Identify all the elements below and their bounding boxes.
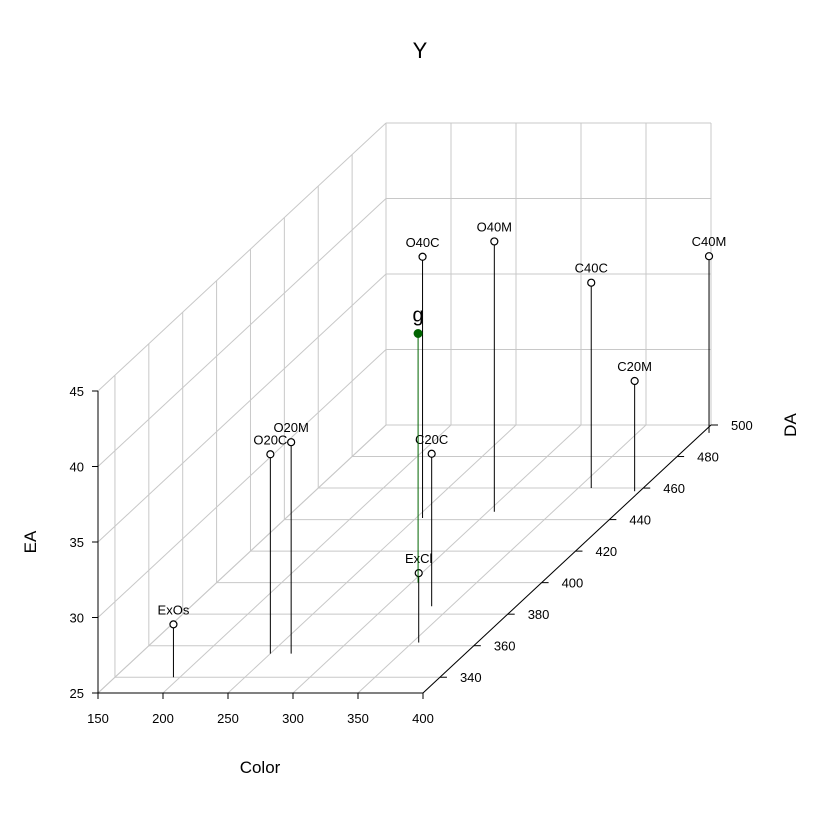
y-tick-label: 480 <box>697 450 719 465</box>
data-point <box>490 237 499 246</box>
y-tick-label: 460 <box>663 481 685 496</box>
chart-title: Y <box>413 38 428 63</box>
point-label: g <box>413 304 424 326</box>
point-label: C20C <box>415 432 448 447</box>
y-tick-label: 400 <box>562 576 584 591</box>
data-point <box>587 278 596 287</box>
x-tick-label: 400 <box>412 711 434 726</box>
grid-line <box>357 424 647 694</box>
data-point <box>287 438 296 447</box>
y-tick-label: 340 <box>460 670 482 685</box>
data-point-highlight <box>413 328 423 338</box>
x-tick-label: 350 <box>347 711 369 726</box>
x-tick-label: 150 <box>87 711 109 726</box>
point-label: O40C <box>406 235 440 250</box>
y-axis-line <box>422 424 712 694</box>
z-tick-label: 35 <box>70 535 84 550</box>
point-label: C40M <box>692 234 727 249</box>
point-label: ExOs <box>158 602 190 617</box>
grid-line <box>97 122 387 392</box>
x-tick-label: 200 <box>152 711 174 726</box>
x-axis-label: Color <box>240 758 281 777</box>
data-point <box>630 376 639 386</box>
x-tick-label: 250 <box>217 711 239 726</box>
point-label: ExCl <box>405 551 433 566</box>
data-point <box>418 252 427 261</box>
data-point <box>266 450 275 459</box>
grid-line <box>97 349 387 618</box>
grid-line <box>97 424 387 694</box>
z-axis-label: EA <box>21 530 40 553</box>
data-point <box>704 252 714 261</box>
y-axis-label: DA <box>781 413 800 437</box>
grid-line <box>97 198 387 467</box>
z-tick-label: 40 <box>70 460 84 475</box>
point-label: C40C <box>575 261 608 276</box>
data-point <box>414 568 423 578</box>
data-point <box>427 449 436 458</box>
grid-line <box>227 424 517 694</box>
grid-line <box>97 273 387 543</box>
point-label: O20C <box>253 432 287 447</box>
grid-line <box>162 424 452 694</box>
y-tick-label: 500 <box>731 418 753 433</box>
z-tick-label: 45 <box>70 384 84 399</box>
data-point <box>169 620 178 629</box>
grid-line <box>292 424 582 694</box>
y-tick-label: 420 <box>595 544 617 559</box>
z-tick-label: 30 <box>70 611 84 626</box>
x-tick-label: 300 <box>282 711 304 726</box>
point-label: O20M <box>273 420 308 435</box>
y-tick-label: 360 <box>494 639 516 654</box>
z-tick-label: 25 <box>70 686 84 701</box>
point-label: C20M <box>617 359 652 374</box>
point-label: O40M <box>477 219 512 234</box>
axes: 150 200 250 300 350 400 25 30 35 40 45 340 360 380 400… <box>70 384 753 726</box>
y-tick-label: 440 <box>629 513 651 528</box>
grid-lines <box>97 122 712 694</box>
y-tick-label: 380 <box>528 607 550 622</box>
